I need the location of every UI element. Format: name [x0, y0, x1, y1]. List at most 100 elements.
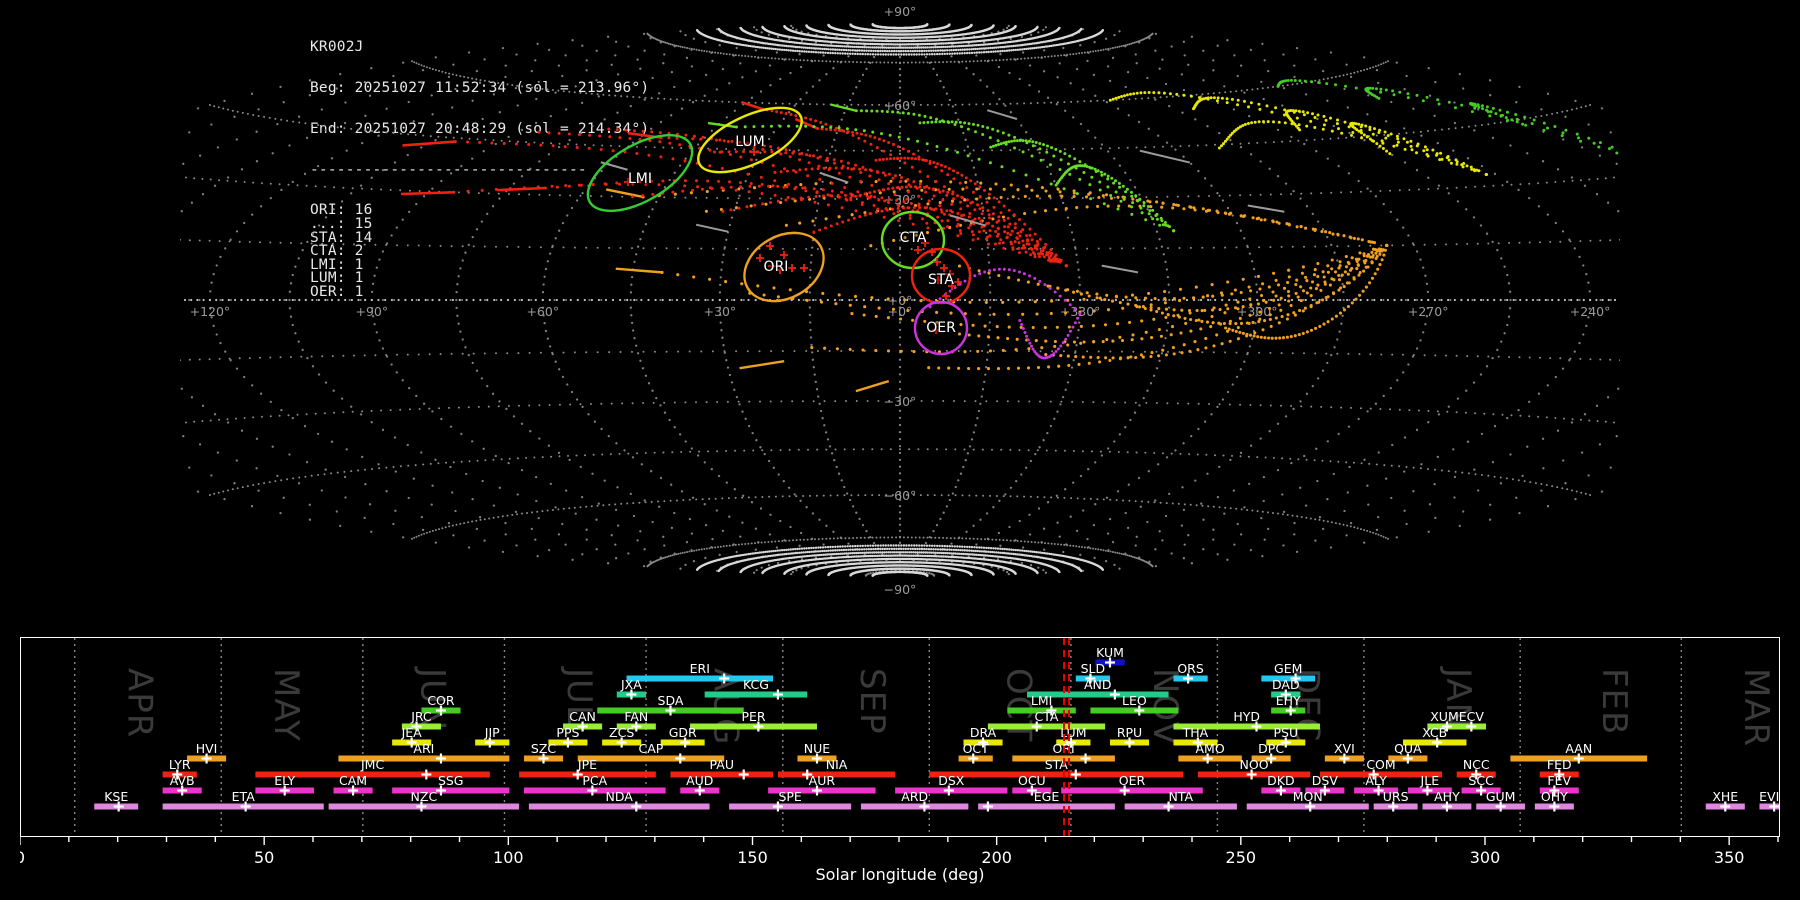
latitude-tick: +0°: [888, 293, 913, 308]
axis-title: Solar longitude (deg): [815, 865, 985, 884]
latitude-tick: −60°: [884, 488, 917, 503]
longitude-tick: +120°: [190, 304, 231, 319]
shower-code-label: COM: [1366, 757, 1395, 772]
shower-code-label: ECV: [1459, 709, 1485, 724]
shower-bar: [528, 803, 710, 810]
shower-code-label: XUM: [1430, 709, 1459, 724]
shower-code-label: NZC: [411, 789, 438, 804]
shower-bar: [670, 771, 774, 778]
month-label: JUL: [559, 666, 599, 725]
shower-code-label: ERI: [690, 661, 710, 676]
shower-code-label: JMC: [360, 757, 384, 772]
radiant-ellipse-lmi: [586, 133, 694, 213]
shower-code-label: COR: [427, 693, 455, 708]
shower-bar: [1173, 723, 1320, 730]
shower-code-label: MON: [1293, 789, 1323, 804]
shower-code-label: NIA: [826, 757, 848, 772]
month-label: JAN: [1438, 666, 1478, 729]
shower-code-label: KCG: [743, 677, 769, 692]
timeline-canvas: APR MAY JUN JUL AUG SEP OCT NOV DEC JAN FEB MARKUME…: [74, 638, 1779, 836]
shower-code-label: SDA: [658, 693, 684, 708]
shower-count-row: ...: 15: [310, 215, 373, 232]
shower-bar: [1261, 675, 1316, 682]
shower-code-label: RPU: [1117, 725, 1142, 740]
shower-code-label: OER: [1119, 773, 1146, 788]
shower-code-label: URS: [1383, 789, 1409, 804]
shower-code-label: EVI: [1759, 789, 1779, 804]
shower-code-label: LYR: [169, 757, 191, 772]
shower-code-label: PSU: [1273, 725, 1298, 740]
shower-code-label: XVI: [1334, 741, 1355, 756]
shower-count-row: LUM: 1: [310, 270, 364, 287]
shower-code-label: JXA: [620, 677, 642, 692]
shower-code-label: JEA: [401, 725, 423, 740]
shower-code-label: ZCS: [609, 725, 634, 740]
shower-code-label: OCU: [1018, 773, 1046, 788]
shower-code-label: NOO: [1240, 757, 1269, 772]
shower-code-label: AAN: [1565, 741, 1592, 756]
shower-code-label: CAM: [339, 773, 367, 788]
shower-count-row: OER: 1: [310, 283, 364, 300]
latitude-tick: +60°: [884, 98, 917, 113]
shower-bar: [1124, 803, 1237, 810]
shower-code-label: SCC: [1468, 773, 1494, 788]
shower-code-label: EGE: [1034, 789, 1060, 804]
shower-bar: [626, 675, 774, 682]
radiant-ellipse-ori: [743, 231, 825, 303]
shower-code-label: JPE: [577, 757, 597, 772]
axis-tick-label: 350: [1714, 848, 1745, 867]
longitude-tick: +30°: [704, 304, 737, 319]
shower-code-label: GUM: [1486, 789, 1516, 804]
shower-code-label: NUE: [804, 741, 830, 756]
shower-code-label: HYD: [1233, 709, 1260, 724]
shower-code-label: HVI: [196, 741, 218, 756]
shower-code-label: PCA: [582, 773, 607, 788]
shower-code-label: THA: [1182, 725, 1209, 740]
shower-bar: [1007, 707, 1076, 714]
longitude-tick: +240°: [1570, 304, 1611, 319]
shower-code-label: DKD: [1267, 773, 1294, 788]
radiant-ellipse-lum: [697, 106, 803, 174]
longitude-tick: +60°: [526, 304, 559, 319]
shower-code-label: JLE: [1420, 773, 1440, 788]
radiant-ellipse-oer: [913, 300, 969, 356]
shower-code-label: EHY: [1276, 693, 1301, 708]
longitude-tick: +270°: [1408, 304, 1449, 319]
shower-code-label: GDR: [669, 725, 697, 740]
timeline-axis: 0 50 100 150 200 250 300 350: [15, 837, 1780, 900]
month-label: APR: [119, 668, 159, 738]
shower-code-label: ETA: [232, 789, 256, 804]
shower-code-label: ALY: [1365, 773, 1387, 788]
shower-code-label: DSX: [938, 773, 965, 788]
axis-canvas: 0 50 100 150 200 250 300 350: [15, 837, 1779, 867]
longitude-tick: +300°: [1237, 304, 1278, 319]
shower-bar: [860, 803, 969, 810]
radiant-label-lum: LUM: [735, 134, 765, 150]
month-label: MAR: [1736, 668, 1776, 747]
shower-count-row: LMI: 1: [310, 256, 364, 273]
shower-code-label: AMO: [1195, 741, 1224, 756]
shower-code-label: CAP: [639, 741, 664, 756]
longitude-tick: +90°: [355, 304, 388, 319]
shower-code-label: AUD: [686, 773, 713, 788]
shower-code-label: DPC: [1258, 741, 1284, 756]
shower-code-label: FAN: [624, 709, 648, 724]
shower-code-label: NDA: [606, 789, 634, 804]
axis-tick-label: 300: [1470, 848, 1501, 867]
shower-code-label: AHY: [1434, 789, 1460, 804]
radiant-label-ori: ORI: [763, 259, 789, 275]
shower-bar: [729, 803, 852, 810]
latitude-tick: +30°: [884, 192, 917, 207]
shower-bar: [255, 771, 490, 778]
shower-code-label: NTA: [1169, 789, 1194, 804]
shower-code-label: ELY: [274, 773, 295, 788]
session-info-panel: KR002J Beg: 20251027 11:52:34 (sol = 213…: [310, 14, 650, 299]
shower-activity-timeline: APR MAY JUN JUL AUG SEP OCT NOV DEC JAN FEB MAR KUM E…: [20, 637, 1780, 837]
shower-code-label: CAN: [569, 709, 596, 724]
shower-bar: [978, 803, 1115, 810]
shower-code-label: JIP: [484, 725, 500, 740]
shower-code-label: FEV: [1547, 773, 1571, 788]
session-end: End: 20251027 20:48:29 (sol = 214.34°): [310, 120, 650, 137]
shower-count-row: CTA: 2: [310, 243, 364, 260]
